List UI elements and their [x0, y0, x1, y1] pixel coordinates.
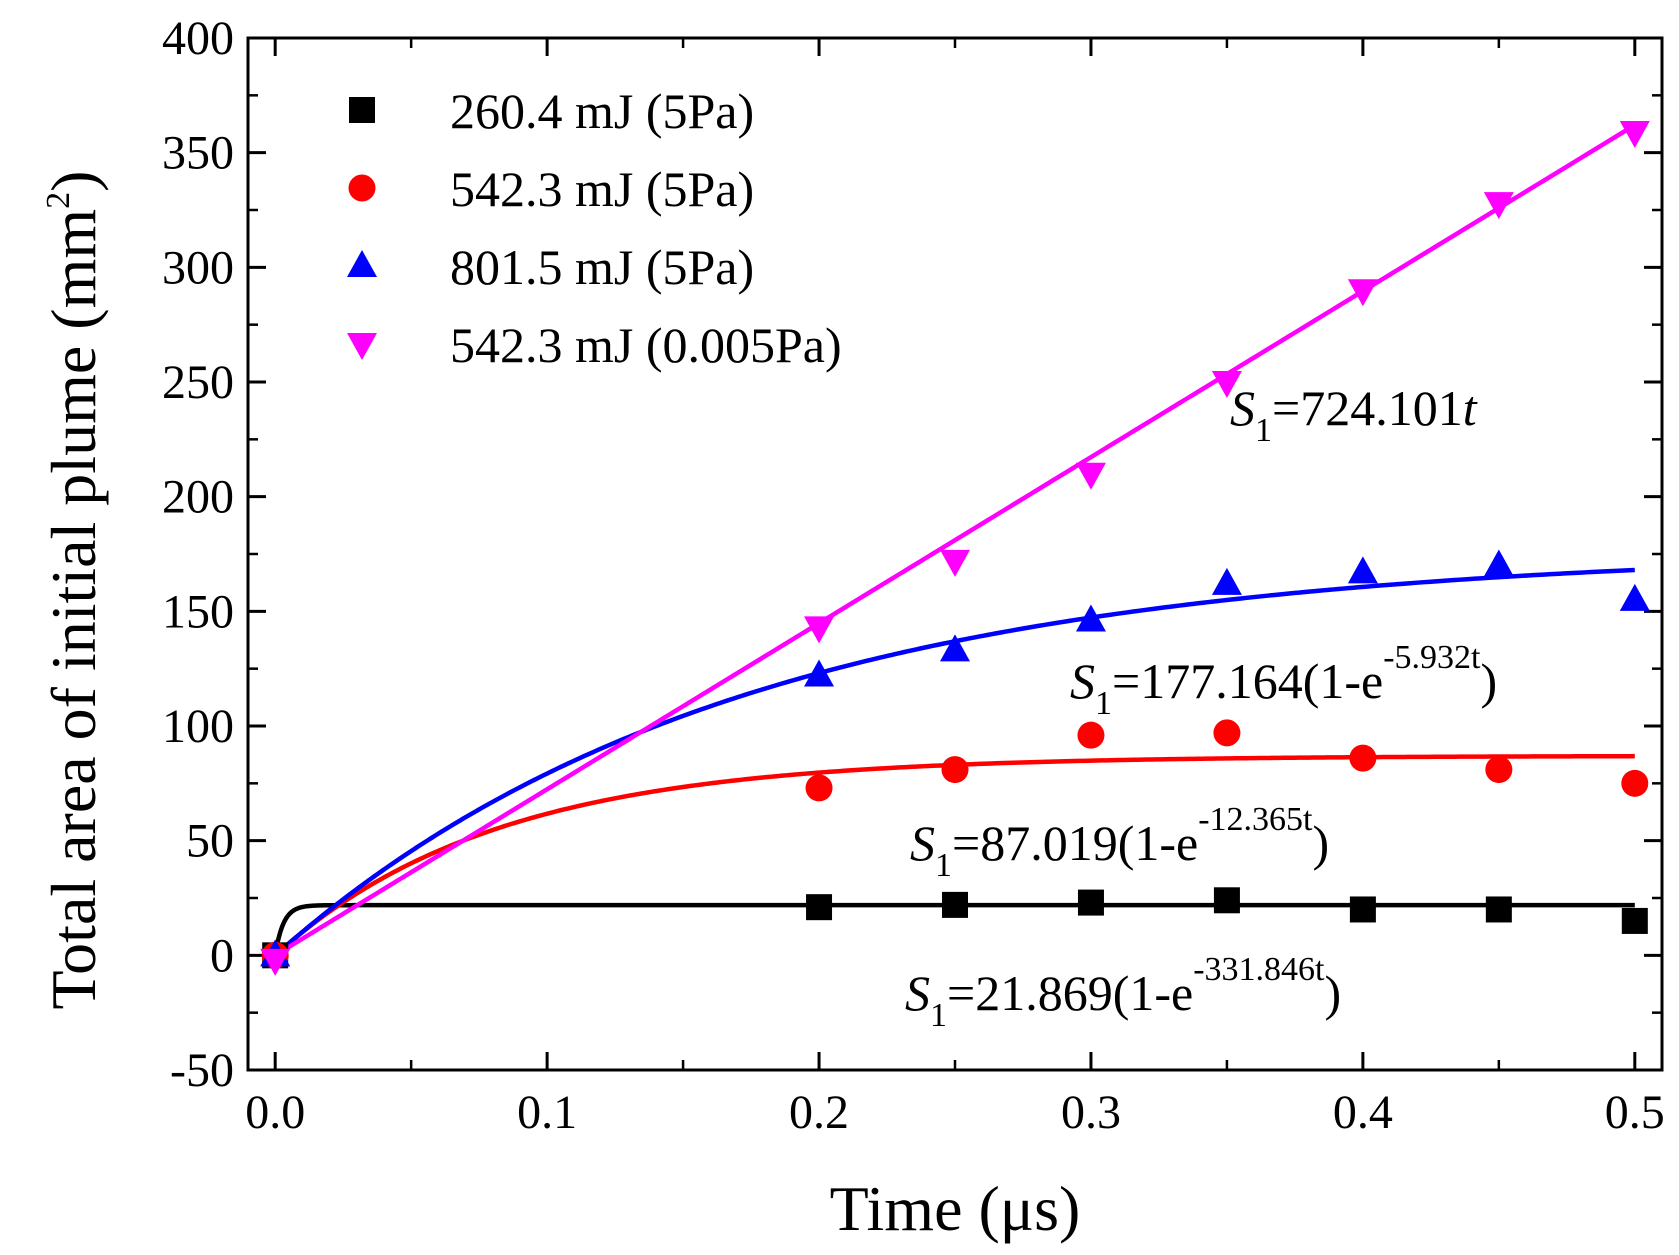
y-tick-label: 350: [162, 127, 234, 180]
legend: 260.4 mJ (5Pa) 542.3 mJ (5Pa) 801.5 mJ (5P…: [347, 83, 842, 373]
y-tick-label: 50: [186, 815, 234, 868]
y-axis-title-sup: 2: [40, 192, 77, 209]
y-axis-title: Total area of initial plume (mm2): [38, 171, 109, 1010]
legend-label: 542.3 mJ (0.005Pa): [450, 317, 842, 373]
data-point: [940, 634, 970, 662]
data-point: [1075, 604, 1106, 632]
data-point: [804, 659, 835, 687]
data-point: [1211, 567, 1242, 595]
fit-curve: [272, 902, 1635, 956]
legend-marker: [349, 97, 375, 123]
data-point: [260, 948, 291, 976]
axis-ticks: [248, 36, 1662, 1072]
svg-text:Total area of initial plume (m: Total area of initial plume (mm2): [38, 171, 109, 1010]
data-point: [1621, 769, 1649, 797]
legend-marker: [348, 174, 376, 202]
fit-equation-black: S1=21.869(1-e-331.846t): [905, 951, 1341, 1034]
data-point: [941, 756, 969, 784]
data-point: [1485, 756, 1513, 784]
x-axis-title: Time (μs): [830, 1173, 1081, 1244]
fit-equation-blue: S1=177.164(1-e-5.932t): [1070, 639, 1497, 722]
legend-label: 542.3 mJ (5Pa): [450, 161, 754, 217]
x-tick-label: 0.1: [517, 1086, 577, 1139]
data-point: [1483, 549, 1514, 577]
y-tick-label: 100: [162, 700, 234, 753]
data-point: [1621, 907, 1648, 934]
data-point: [1213, 719, 1241, 747]
fit-curves: [272, 123, 1636, 958]
data-point: [806, 894, 833, 921]
data-point: [1075, 462, 1106, 490]
data-point: [1619, 121, 1650, 149]
data-point: [1077, 721, 1105, 749]
data-point: [1213, 887, 1240, 914]
y-tick-label: -50: [170, 1044, 234, 1097]
fit-curve: [273, 753, 1635, 958]
y-tick-label: 300: [162, 241, 234, 294]
y-axis-title-close: ): [38, 171, 109, 192]
data-point: [1349, 896, 1376, 923]
y-tick-label: 400: [162, 12, 234, 65]
data-point: [1347, 279, 1378, 307]
y-tick-label: 200: [162, 471, 234, 524]
data-point: [1483, 192, 1514, 220]
legend-marker: [347, 250, 377, 277]
fit-equation-magenta: S1=724.101t: [1230, 380, 1478, 449]
data-markers: [260, 121, 1650, 976]
x-tick-label: 0.3: [1061, 1086, 1121, 1139]
data-point: [1349, 744, 1377, 772]
data-point: [1077, 889, 1104, 916]
data-point: [805, 774, 833, 802]
x-tick-label: 0.2: [789, 1086, 849, 1139]
data-point: [1211, 371, 1242, 398]
legend-label: 801.5 mJ (5Pa): [450, 239, 754, 295]
y-tick-labels: -50 0 50 100 150 200 250 300 350 400: [162, 12, 234, 1097]
data-point: [1347, 556, 1378, 584]
y-tick-label: 250: [162, 356, 234, 409]
x-tick-label: 0.4: [1333, 1086, 1393, 1139]
x-tick-labels: 0.0 0.1 0.2 0.3 0.4 0.5: [245, 1086, 1665, 1139]
legend-label: 260.4 mJ (5Pa): [450, 83, 754, 139]
y-tick-label: 0: [210, 929, 234, 982]
data-point: [942, 891, 968, 918]
y-tick-label: 150: [162, 585, 234, 638]
x-tick-label: 0.0: [245, 1086, 305, 1139]
x-tick-label: 0.5: [1605, 1086, 1665, 1139]
y-axis-title-main: Total area of initial plume (mm: [38, 209, 109, 1010]
data-point: [804, 616, 835, 644]
fit-curve: [274, 123, 1636, 958]
data-point: [1619, 583, 1650, 611]
data-point: [940, 549, 970, 577]
legend-marker: [347, 333, 377, 360]
fit-curve: [273, 567, 1635, 958]
data-point: [1485, 896, 1512, 923]
fit-equation-red: S1=87.019(1-e-12.365t): [910, 801, 1329, 884]
